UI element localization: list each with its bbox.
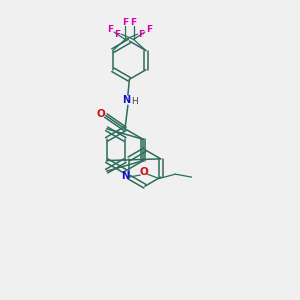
- Text: N: N: [122, 95, 130, 105]
- Text: O: O: [140, 167, 148, 177]
- Text: F: F: [122, 18, 128, 27]
- Text: F: F: [130, 18, 137, 27]
- Text: F: F: [139, 30, 145, 39]
- Text: O: O: [97, 109, 105, 119]
- Text: N: N: [121, 172, 129, 182]
- Text: H: H: [131, 97, 138, 106]
- Text: F: F: [107, 25, 113, 34]
- Text: F: F: [146, 25, 152, 34]
- Text: F: F: [114, 30, 120, 39]
